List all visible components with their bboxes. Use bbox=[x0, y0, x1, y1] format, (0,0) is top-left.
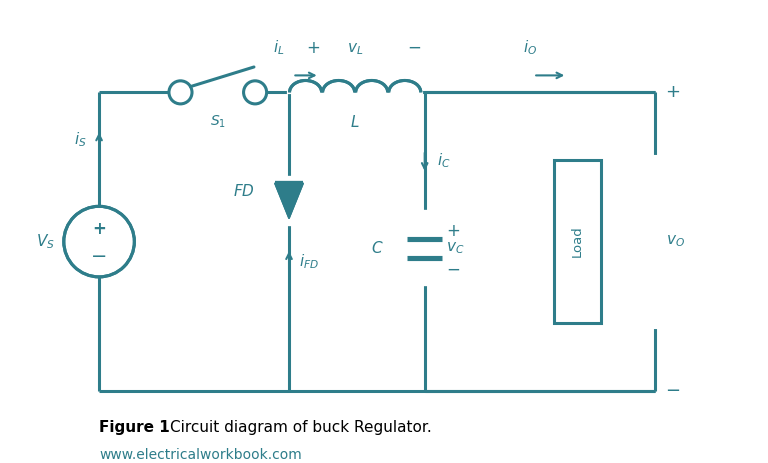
Text: www.electricalworkbook.com: www.electricalworkbook.com bbox=[99, 448, 302, 462]
Text: $i_S$: $i_S$ bbox=[74, 131, 87, 149]
Text: Figure 1: Figure 1 bbox=[99, 420, 175, 435]
Text: $i_L$: $i_L$ bbox=[273, 38, 285, 57]
Text: +: + bbox=[306, 39, 319, 57]
Text: $S_1$: $S_1$ bbox=[210, 114, 226, 131]
Text: $i_O$: $i_O$ bbox=[523, 38, 537, 57]
Text: +: + bbox=[92, 220, 106, 238]
Text: Load: Load bbox=[571, 226, 584, 257]
Text: $C$: $C$ bbox=[372, 240, 384, 257]
Text: $V_S$: $V_S$ bbox=[36, 232, 55, 251]
Text: $v_C$: $v_C$ bbox=[446, 241, 465, 256]
Text: $v_O$: $v_O$ bbox=[666, 234, 684, 250]
Circle shape bbox=[65, 208, 133, 275]
Circle shape bbox=[243, 81, 266, 104]
Text: $L$: $L$ bbox=[350, 114, 360, 130]
Text: Circuit diagram of buck Regulator.: Circuit diagram of buck Regulator. bbox=[170, 420, 432, 435]
Text: $i_{FD}$: $i_{FD}$ bbox=[300, 253, 319, 271]
Text: −: − bbox=[408, 39, 422, 57]
Circle shape bbox=[169, 81, 192, 104]
Text: −: − bbox=[91, 247, 108, 266]
Bar bbox=[554, 160, 601, 323]
Text: $i_C$: $i_C$ bbox=[437, 151, 451, 169]
Text: +: + bbox=[446, 222, 460, 240]
Text: −: − bbox=[446, 261, 460, 279]
Text: +: + bbox=[666, 83, 680, 101]
Polygon shape bbox=[275, 183, 303, 219]
Text: $FD$: $FD$ bbox=[233, 183, 255, 199]
Text: −: − bbox=[666, 382, 680, 400]
Polygon shape bbox=[275, 183, 303, 219]
Text: $v_L$: $v_L$ bbox=[347, 41, 363, 57]
